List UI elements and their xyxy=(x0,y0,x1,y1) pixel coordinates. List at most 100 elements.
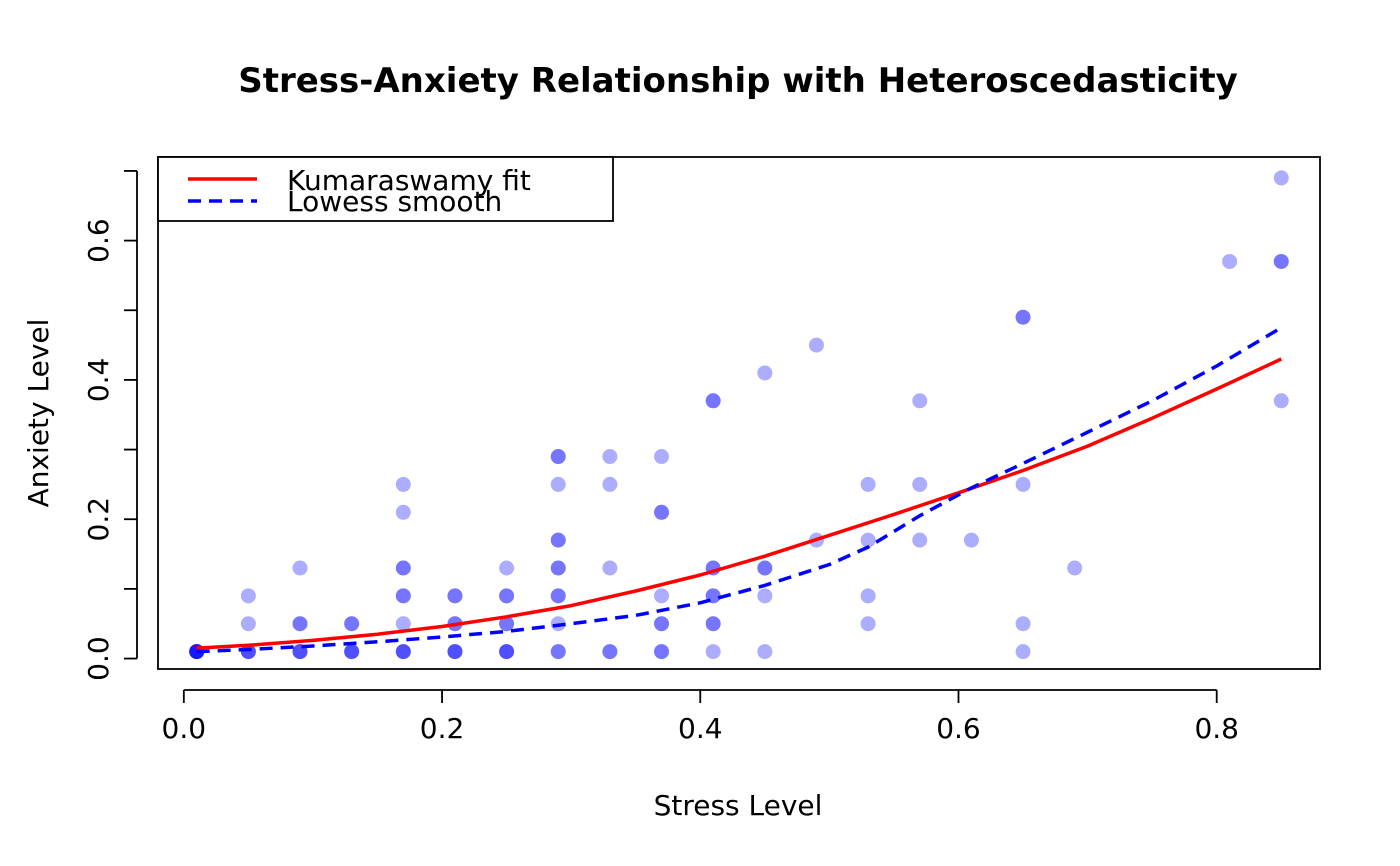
lines-layer xyxy=(196,326,1283,654)
data-point-53 xyxy=(550,560,566,576)
y-tick-label: 0.6 xyxy=(82,218,115,263)
data-point-70 xyxy=(654,504,670,520)
data-point-44 xyxy=(499,588,515,604)
data-point-85 xyxy=(757,365,773,381)
data-point-81 xyxy=(757,644,773,660)
series-line-kumaraswamy-fit xyxy=(196,357,1283,650)
data-point-59 xyxy=(602,644,618,660)
data-point-19 xyxy=(344,644,360,660)
data-point-55 xyxy=(550,532,566,548)
data-point-25 xyxy=(395,616,411,632)
y-tick-label: 0.2 xyxy=(82,497,115,542)
data-point-64 xyxy=(654,644,670,660)
data-point-52 xyxy=(550,560,566,576)
y-tick-label: 0.0 xyxy=(82,636,115,681)
data-point-105 xyxy=(1273,253,1289,269)
plot-frame xyxy=(157,156,1321,670)
data-point-20 xyxy=(344,616,360,632)
data-point-48 xyxy=(550,644,566,660)
data-point-82 xyxy=(757,588,773,604)
legend-label-kumaraswamy: Kumaraswamy fit xyxy=(287,164,531,197)
data-point-98 xyxy=(1015,476,1031,492)
chart-title: Stress-Anxiety Relationship with Heteros… xyxy=(238,61,1238,101)
data-point-45 xyxy=(499,588,515,604)
data-point-23 xyxy=(395,644,411,660)
legend-label-lowess: Lowess smooth xyxy=(287,185,502,218)
data-point-21 xyxy=(344,616,360,632)
data-point-31 xyxy=(395,476,411,492)
x-axis-label: Stress Level xyxy=(654,789,823,822)
data-point-65 xyxy=(654,644,670,660)
data-point-73 xyxy=(705,616,721,632)
data-point-17 xyxy=(344,644,360,660)
x-tick-label: 0.4 xyxy=(678,712,723,745)
data-point-33 xyxy=(447,644,463,660)
data-point-68 xyxy=(654,588,670,604)
data-point-58 xyxy=(550,449,566,465)
data-point-80 xyxy=(705,393,721,409)
data-point-8 xyxy=(240,644,256,660)
data-point-91 xyxy=(860,476,876,492)
data-point-92 xyxy=(912,532,928,548)
data-point-62 xyxy=(602,476,618,492)
data-point-96 xyxy=(1015,644,1031,660)
data-point-34 xyxy=(447,644,463,660)
x-tick-label: 0.8 xyxy=(1194,712,1239,745)
data-point-29 xyxy=(395,560,411,576)
data-point-93 xyxy=(912,476,928,492)
data-point-72 xyxy=(705,644,721,660)
data-point-6 xyxy=(240,644,256,660)
data-point-84 xyxy=(757,560,773,576)
data-point-71 xyxy=(654,449,670,465)
data-point-95 xyxy=(963,532,979,548)
data-point-39 xyxy=(499,644,515,660)
y-axis-label: Anxiety Level xyxy=(22,319,55,508)
data-point-47 xyxy=(550,644,566,660)
data-point-87 xyxy=(808,337,824,353)
data-point-63 xyxy=(602,449,618,465)
data-point-61 xyxy=(602,560,618,576)
data-point-24 xyxy=(395,644,411,660)
x-tick-label: 0.6 xyxy=(936,712,981,745)
data-point-28 xyxy=(395,560,411,576)
data-point-18 xyxy=(344,644,360,660)
data-point-38 xyxy=(447,588,463,604)
data-point-27 xyxy=(395,588,411,604)
data-point-104 xyxy=(1273,253,1289,269)
x-tick-label: 0.0 xyxy=(162,712,207,745)
y-tick-label: 0.4 xyxy=(82,358,115,403)
data-point-57 xyxy=(550,449,566,465)
data-point-42 xyxy=(499,616,515,632)
data-point-79 xyxy=(705,393,721,409)
data-point-30 xyxy=(395,504,411,520)
data-point-74 xyxy=(705,616,721,632)
y-axis: 0.0 0.2 0.4 0.6 xyxy=(82,170,138,681)
data-point-100 xyxy=(1015,309,1031,325)
data-point-22 xyxy=(395,644,411,660)
series-line-lowess-smooth xyxy=(196,326,1283,654)
data-point-101 xyxy=(1067,560,1083,576)
x-axis: 0.0 0.2 0.4 0.6 0.8 xyxy=(162,689,1239,745)
points-layer xyxy=(189,170,1289,660)
data-point-14 xyxy=(292,616,308,632)
legend-box xyxy=(157,156,614,222)
data-point-60 xyxy=(602,644,618,660)
data-point-41 xyxy=(499,644,515,660)
data-point-97 xyxy=(1015,616,1031,632)
data-point-106 xyxy=(1273,170,1289,186)
data-point-37 xyxy=(447,588,463,604)
data-point-67 xyxy=(654,616,670,632)
data-point-83 xyxy=(757,560,773,576)
data-point-56 xyxy=(550,476,566,492)
data-point-46 xyxy=(499,560,515,576)
data-point-9 xyxy=(240,616,256,632)
data-point-51 xyxy=(550,588,566,604)
x-tick-label: 0.2 xyxy=(420,712,465,745)
data-point-90 xyxy=(860,532,876,548)
data-point-99 xyxy=(1015,309,1031,325)
data-point-66 xyxy=(654,616,670,632)
data-point-54 xyxy=(550,532,566,548)
data-point-16 xyxy=(292,560,308,576)
data-point-43 xyxy=(499,616,515,632)
data-point-89 xyxy=(860,588,876,604)
